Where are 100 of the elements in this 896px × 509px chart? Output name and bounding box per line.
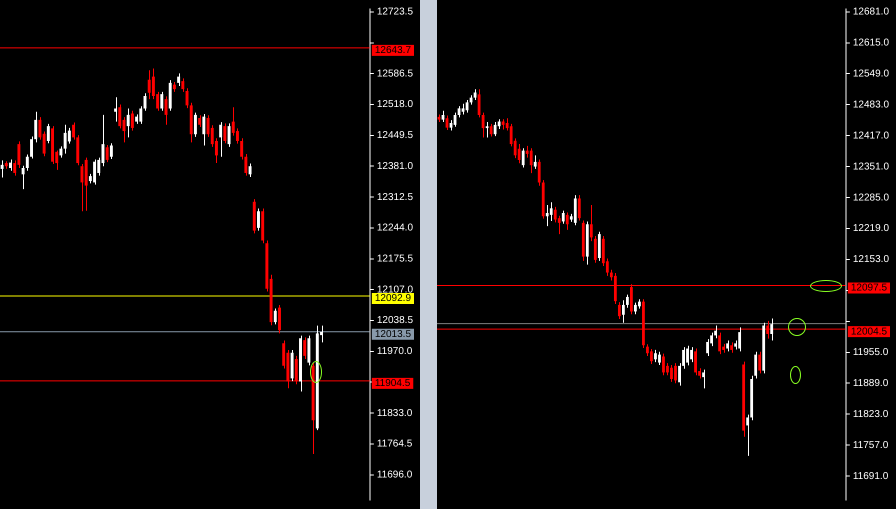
candlestick <box>0 160 4 178</box>
candlestick <box>662 353 665 376</box>
y-tick-label: 12107.0 <box>376 284 414 296</box>
y-tick-label: 12153.0 <box>852 254 890 266</box>
y-tick-label: 12038.5 <box>376 315 414 326</box>
candlestick <box>257 208 260 232</box>
y-tick-label: 12312.5 <box>376 192 414 203</box>
y-tick-label: 11757.0 <box>852 440 889 451</box>
y-tick-label: 12381.0 <box>376 160 414 172</box>
candlestick <box>198 114 202 128</box>
candlestick <box>730 342 734 354</box>
candlestick <box>706 338 709 357</box>
candlestick <box>177 72 180 87</box>
candlestick <box>626 294 629 308</box>
candlestick <box>670 364 673 382</box>
y-tick-label: 11764.5 <box>376 438 413 450</box>
ref-line-label: 11904.5 <box>374 378 411 390</box>
y-tick-label: 12549.0 <box>852 68 890 80</box>
candlestick <box>164 96 168 126</box>
candlestick <box>546 204 549 227</box>
y-tick-label: 11823.0 <box>852 408 889 420</box>
candlestick <box>248 163 252 178</box>
candlestick <box>68 127 71 144</box>
candlestick <box>278 304 281 334</box>
candlestick <box>502 118 505 130</box>
candlestick <box>114 96 118 122</box>
candlestick <box>474 88 476 100</box>
y-tick-label: 12681.0 <box>852 6 890 18</box>
candlestick <box>646 344 649 357</box>
candlestick <box>219 122 222 158</box>
candlestick <box>80 163 84 212</box>
y-tick-label: 12351.0 <box>852 161 890 172</box>
candlestick <box>690 346 693 363</box>
candlestick <box>160 91 164 112</box>
candlestick <box>64 124 67 154</box>
candlestick <box>490 123 493 138</box>
candlestick <box>650 348 653 364</box>
candlestick <box>106 144 109 163</box>
y-tick-label: 11889.0 <box>852 378 889 389</box>
candlestick <box>446 114 448 130</box>
candlestick <box>638 298 641 310</box>
y-tick-label: 12285.0 <box>852 192 890 204</box>
candlestick <box>694 348 697 376</box>
y-tick-label: 11691.0 <box>852 470 889 482</box>
candlestick <box>674 362 677 384</box>
y-tick-label: 12586.5 <box>376 68 414 80</box>
y-tick-label: 12723.5 <box>376 6 414 18</box>
candlestick <box>598 231 601 262</box>
candlestick <box>9 158 12 172</box>
candlestick <box>494 122 497 137</box>
candlestick <box>118 104 122 129</box>
candlestick <box>634 302 637 315</box>
y-tick-label: 12615.0 <box>852 38 890 49</box>
candlestick <box>126 108 130 138</box>
candlestick <box>22 165 25 190</box>
y-tick-label: 11955.0 <box>852 347 889 358</box>
candlestick <box>26 154 29 172</box>
ref-line-label: 12004.5 <box>850 326 888 338</box>
y-tick-label: 11970.0 <box>376 346 413 358</box>
y-tick-label: 12449.5 <box>376 130 414 142</box>
candlestick <box>686 345 689 366</box>
candlestick <box>202 113 206 146</box>
candlestick <box>46 123 50 144</box>
y-tick-label: 12219.0 <box>852 223 890 234</box>
candlestick <box>770 318 774 342</box>
candlestick <box>194 112 197 138</box>
ref-line-label: 12092.9 <box>374 293 412 304</box>
candlestick <box>130 110 134 132</box>
candlestick <box>658 351 661 366</box>
candlestick <box>738 326 742 352</box>
candlestick <box>454 112 456 128</box>
candlestick <box>274 308 277 325</box>
candlestick <box>93 158 96 186</box>
y-tick-label: 11696.0 <box>376 470 413 481</box>
y-tick-label: 12518.0 <box>376 99 414 110</box>
y-tick-label: 12483.0 <box>852 99 890 110</box>
candlestick <box>486 122 489 138</box>
candlestick <box>566 212 569 230</box>
y-tick-label: 11833.0 <box>376 408 413 419</box>
candlestick <box>718 332 721 355</box>
candlestick <box>726 340 730 352</box>
candlestick <box>228 122 231 148</box>
candlestick <box>172 81 176 92</box>
y-tick-label: 12417.0 <box>852 130 890 142</box>
candlestick <box>654 349 657 363</box>
candlestick <box>223 122 226 144</box>
candlestick <box>618 302 621 320</box>
candlestick <box>303 336 306 360</box>
ref-line-label: 12013.5 <box>374 329 412 340</box>
candlestick <box>110 142 113 160</box>
y-tick-label: 12244.0 <box>376 222 414 234</box>
candlestick <box>462 103 464 116</box>
candlestick <box>442 110 444 123</box>
candlestick <box>554 206 557 223</box>
ref-line-label: 12643.7 <box>374 45 412 56</box>
y-tick-label: 12175.5 <box>376 254 414 265</box>
ref-line-label: 12097.5 <box>850 282 888 294</box>
candlestick <box>148 70 151 100</box>
candlestick <box>702 369 705 389</box>
candlestick <box>622 300 625 324</box>
